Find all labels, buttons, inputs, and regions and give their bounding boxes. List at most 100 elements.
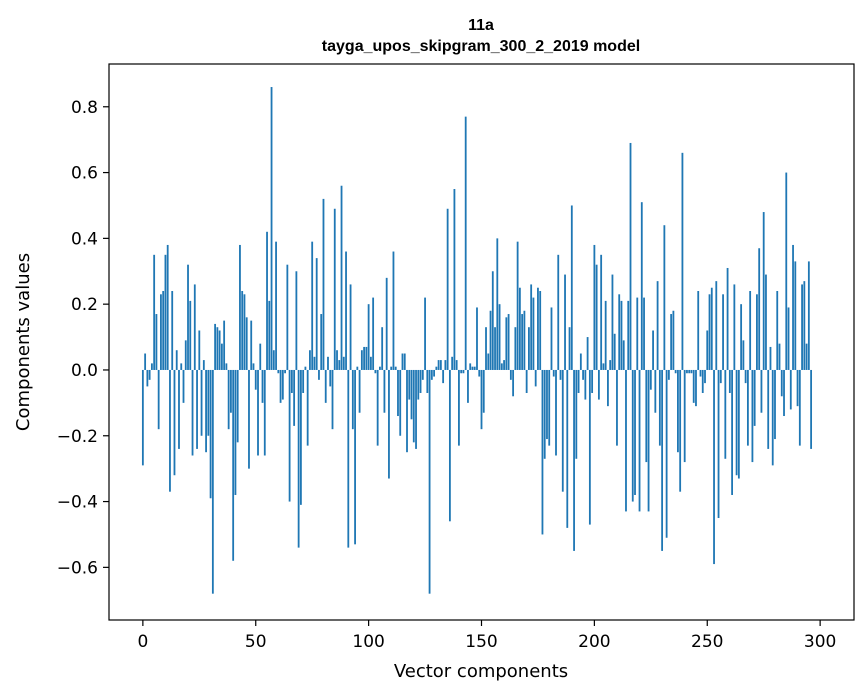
y-tick-label: 0.6 [71, 164, 98, 184]
bar-171 [528, 327, 530, 370]
bar-46 [245, 317, 248, 370]
bar-201 [595, 264, 598, 370]
bar-69 [297, 369, 300, 548]
y-axis-label: Components values [13, 253, 34, 431]
bar-162 [507, 314, 510, 370]
bar-232 [665, 369, 668, 538]
bar-57 [270, 87, 273, 370]
bar-213 [622, 340, 625, 370]
bar-228 [656, 281, 659, 370]
bar-169 [523, 310, 526, 370]
bar-289 [794, 261, 797, 370]
bar-124 [421, 369, 424, 380]
bar-192 [575, 369, 578, 459]
bar-14 [173, 369, 176, 476]
bar-253 [713, 369, 715, 565]
bar-26 [200, 369, 203, 436]
bar-105 [379, 366, 381, 370]
bar-62 [281, 369, 284, 400]
bar-130 [435, 366, 438, 370]
bar-23 [193, 284, 196, 370]
bar-235 [672, 310, 675, 370]
bar-102 [372, 297, 375, 370]
bar-257 [722, 294, 724, 370]
bar-21 [189, 300, 192, 370]
bar-180 [548, 369, 551, 446]
bar-5 [153, 254, 156, 370]
bar-117 [406, 369, 408, 453]
bar-96 [358, 369, 361, 413]
bar-274 [760, 369, 763, 413]
chart-title: 11a [468, 17, 494, 34]
bar-259 [726, 267, 729, 370]
bar-10 [164, 254, 167, 370]
bar-220 [638, 369, 641, 512]
bar-138 [453, 189, 456, 370]
bar-287 [789, 369, 792, 410]
bar-143 [464, 116, 467, 370]
bar-242 [688, 369, 691, 374]
bar-95 [356, 366, 359, 370]
bar-83 [329, 369, 332, 387]
bar-7 [157, 369, 160, 430]
bar-269 [749, 291, 752, 370]
bar-181 [550, 307, 553, 370]
bar-4 [150, 363, 153, 370]
bar-279 [771, 369, 774, 466]
bar-137 [451, 356, 454, 370]
y-tick-label: 0.8 [71, 98, 98, 118]
bar-209 [613, 333, 616, 370]
bar-238 [679, 369, 682, 492]
bar-111 [392, 251, 395, 370]
bar-55 [266, 231, 268, 370]
bar-205 [604, 300, 607, 370]
bar-112 [394, 366, 397, 370]
bar-133 [442, 369, 445, 384]
bar-120 [412, 369, 415, 443]
bar-48 [250, 320, 253, 370]
bar-109 [388, 369, 390, 479]
bar-216 [629, 142, 632, 370]
bar-75 [311, 241, 314, 370]
bar-88 [340, 185, 343, 370]
bar-219 [636, 297, 639, 370]
bar-59 [275, 241, 277, 370]
bar-68 [295, 271, 298, 370]
bar-85 [333, 208, 336, 370]
bar-296 [810, 369, 813, 449]
bar-163 [509, 369, 512, 380]
bar-245 [695, 369, 697, 407]
bar-73 [306, 369, 309, 446]
bar-293 [803, 281, 806, 370]
bar-193 [577, 369, 580, 393]
bar-78 [318, 369, 320, 380]
bar-60 [277, 369, 280, 374]
bar-263 [735, 369, 738, 476]
bar-47 [248, 369, 250, 469]
bar-151 [482, 369, 485, 413]
bar-150 [480, 369, 483, 430]
bar-36 [223, 320, 226, 370]
bar-22 [191, 369, 194, 456]
bar-159 [500, 363, 503, 370]
bar-37 [225, 363, 228, 370]
bar-125 [424, 297, 426, 370]
bar-199 [591, 369, 594, 393]
bar-184 [557, 254, 560, 370]
bar-229 [658, 369, 661, 446]
bar-230 [661, 369, 664, 551]
bar-132 [439, 360, 442, 370]
bar-41 [234, 369, 237, 495]
bar-58 [272, 350, 275, 370]
bar-241 [686, 369, 688, 374]
bar-86 [336, 350, 338, 370]
bar-16 [178, 369, 180, 449]
bar-42 [236, 369, 239, 443]
bar-134 [444, 360, 447, 370]
bar-255 [717, 369, 720, 519]
bar-121 [415, 369, 417, 449]
bar-34 [218, 330, 221, 370]
bar-3 [148, 369, 151, 380]
bar-30 [209, 369, 212, 499]
